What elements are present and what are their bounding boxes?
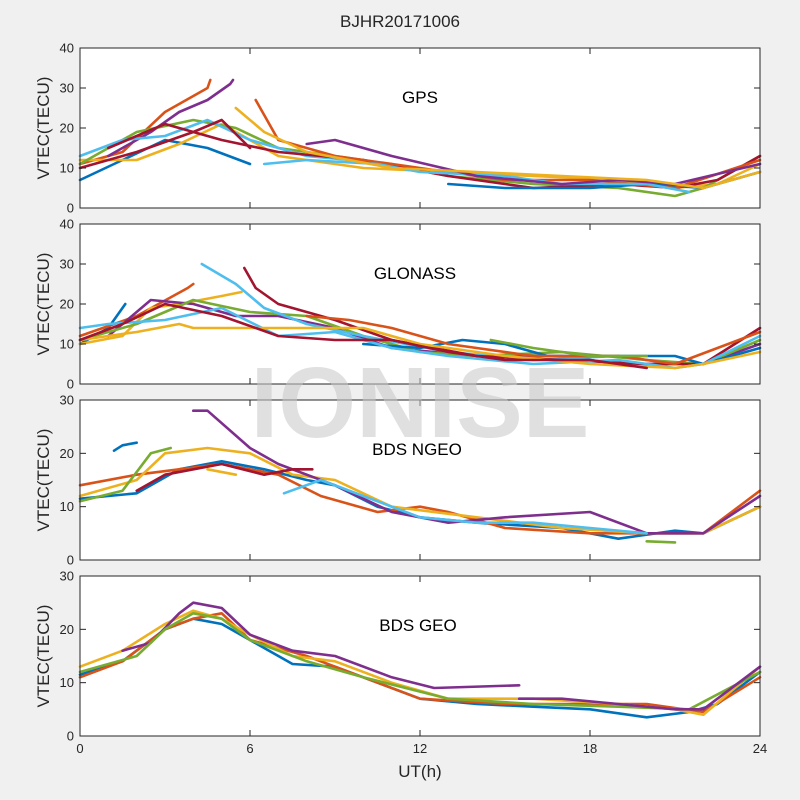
- series-line: [645, 540, 677, 544]
- panel-title: BDS GEO: [379, 616, 456, 635]
- y-tick-label: 40: [60, 41, 74, 56]
- y-tick-label: 30: [60, 257, 74, 272]
- series-line: [234, 106, 762, 190]
- series-line: [78, 612, 762, 711]
- y-tick-label: 0: [67, 201, 74, 216]
- panel-title: GPS: [402, 88, 438, 107]
- x-tick-label: 18: [583, 741, 597, 756]
- y-tick-label: 0: [67, 729, 74, 744]
- panel-title: BDS NGEO: [372, 440, 462, 459]
- series-line: [112, 441, 138, 452]
- series-line: [262, 158, 691, 194]
- x-tick-label: 24: [753, 741, 767, 756]
- y-tick-label: 20: [60, 446, 74, 461]
- y-tick-label: 0: [67, 377, 74, 392]
- series-line: [107, 78, 235, 158]
- y-tick-label: 10: [60, 337, 74, 352]
- y-tick-label: 20: [60, 622, 74, 637]
- x-tick-label: 0: [76, 741, 83, 756]
- series-line: [78, 118, 252, 170]
- y-axis-label: VTEC(TECU): [34, 429, 53, 532]
- panel-2: 0 10 20 30 40 VTEC(TECU) GLONASS: [34, 217, 762, 392]
- x-tick-label: 6: [246, 741, 253, 756]
- series-line: [517, 665, 762, 711]
- y-axis-label: VTEC(TECU): [34, 77, 53, 180]
- y-tick-label: 20: [60, 297, 74, 312]
- y-tick-label: 30: [60, 393, 74, 408]
- figure-title: BJHR20171006: [339, 12, 461, 31]
- y-tick-label: 10: [60, 675, 74, 690]
- x-tick-label: 12: [413, 741, 427, 756]
- y-axis-label: VTEC(TECU): [34, 605, 53, 708]
- panel-title: GLONASS: [374, 264, 456, 283]
- x-axis-label: UT(h): [398, 762, 441, 781]
- y-tick-label: 30: [60, 81, 74, 96]
- series-line: [200, 262, 677, 366]
- series-line: [78, 446, 172, 503]
- series-line: [135, 462, 314, 492]
- panel-1: 0 10 20 30 40 VTEC(TECU) GPS: [34, 41, 762, 216]
- y-tick-label: 20: [60, 121, 74, 136]
- y-axis-label: VTEC(TECU): [34, 253, 53, 356]
- axes-background: [80, 576, 760, 736]
- series-line: [489, 338, 648, 358]
- series-line: [78, 118, 393, 166]
- series-line: [121, 601, 521, 690]
- y-tick-label: 30: [60, 569, 74, 584]
- series-line: [78, 322, 762, 370]
- panel-3: 0 10 20 30 VTEC(TECU) BDS NGEO: [34, 393, 762, 568]
- y-tick-label: 10: [60, 161, 74, 176]
- series-line: [206, 468, 238, 476]
- series-line: [78, 302, 648, 370]
- y-tick-label: 0: [67, 553, 74, 568]
- series-line: [78, 290, 243, 346]
- y-tick-label: 40: [60, 217, 74, 232]
- y-tick-label: 10: [60, 499, 74, 514]
- watermark: IONISE: [251, 347, 590, 459]
- series-line: [282, 478, 648, 535]
- series-line: [305, 314, 762, 366]
- series-line: [78, 138, 252, 182]
- panel-4: 0 6 12 18 24 0 10 20 30 VTEC(TECU) BDS GEO UT(h): [34, 569, 767, 782]
